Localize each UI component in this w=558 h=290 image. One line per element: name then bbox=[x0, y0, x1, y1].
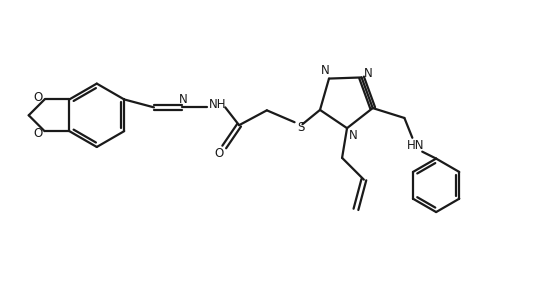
Text: O: O bbox=[33, 127, 42, 139]
Text: N: N bbox=[349, 128, 357, 142]
Text: O: O bbox=[215, 147, 224, 160]
Text: N: N bbox=[364, 67, 373, 80]
Text: NH: NH bbox=[209, 98, 226, 111]
Text: HN: HN bbox=[407, 139, 424, 152]
Text: N: N bbox=[179, 93, 188, 106]
Text: N: N bbox=[321, 64, 329, 77]
Text: S: S bbox=[297, 121, 304, 134]
Text: O: O bbox=[33, 91, 42, 104]
